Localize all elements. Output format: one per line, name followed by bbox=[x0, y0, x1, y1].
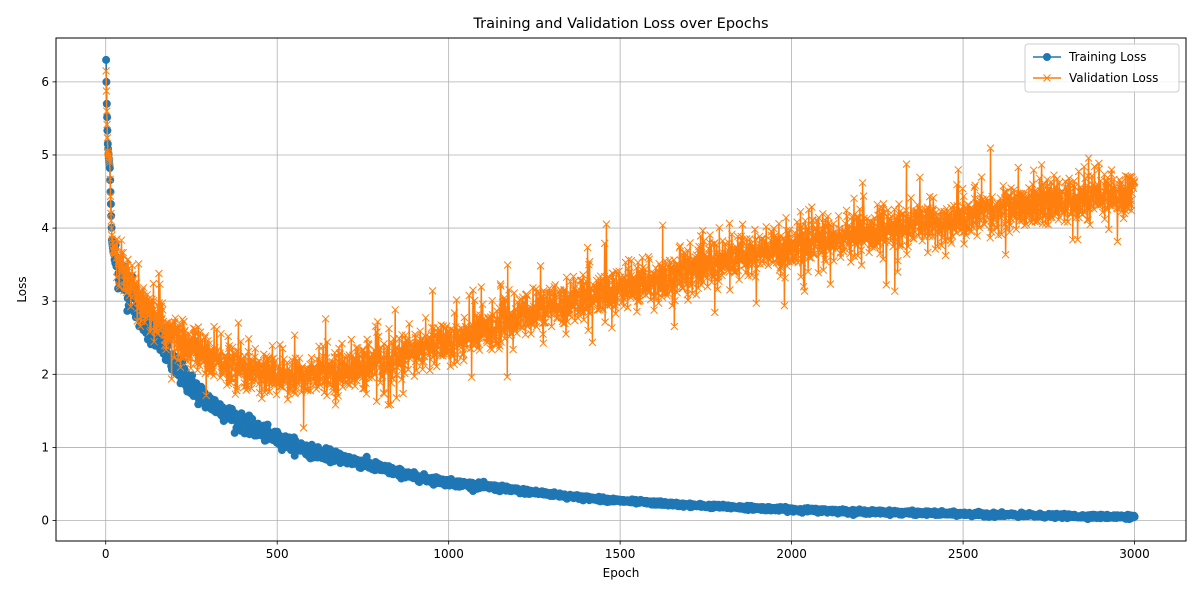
plot-area bbox=[102, 55, 1139, 524]
training-loss-point bbox=[290, 451, 299, 460]
y-tick-label: 2 bbox=[41, 367, 49, 381]
y-tick-label: 4 bbox=[41, 221, 49, 235]
legend: Training Loss Validation Loss bbox=[1024, 43, 1180, 93]
y-tick-label: 0 bbox=[41, 514, 49, 528]
x-tick-label: 3000 bbox=[1119, 547, 1150, 561]
training-loss-point bbox=[1130, 512, 1139, 521]
legend-label: Validation Loss bbox=[1069, 71, 1158, 85]
x-tick-label: 1500 bbox=[605, 547, 636, 561]
y-tick-label: 5 bbox=[41, 148, 49, 162]
x-tick-label: 2000 bbox=[776, 547, 807, 561]
x-tick-label: 2500 bbox=[948, 547, 979, 561]
y-tick-label: 3 bbox=[41, 294, 49, 308]
y-axis-label: Loss bbox=[15, 276, 29, 302]
series-layer bbox=[102, 55, 1139, 524]
chart-title: Training and Validation Loss over Epochs bbox=[472, 16, 768, 32]
legend-marker-circle bbox=[1043, 53, 1051, 61]
training-loss-point bbox=[263, 420, 272, 429]
x-tick-label: 500 bbox=[266, 547, 289, 561]
x-tick-label: 0 bbox=[102, 547, 110, 561]
y-tick-label: 1 bbox=[41, 440, 49, 454]
legend-label: Training Loss bbox=[1068, 50, 1146, 64]
training-loss-point bbox=[102, 55, 111, 64]
x-axis-label: Epoch bbox=[603, 566, 640, 580]
y-tick-label: 6 bbox=[41, 75, 49, 89]
x-tick-label: 1000 bbox=[433, 547, 464, 561]
